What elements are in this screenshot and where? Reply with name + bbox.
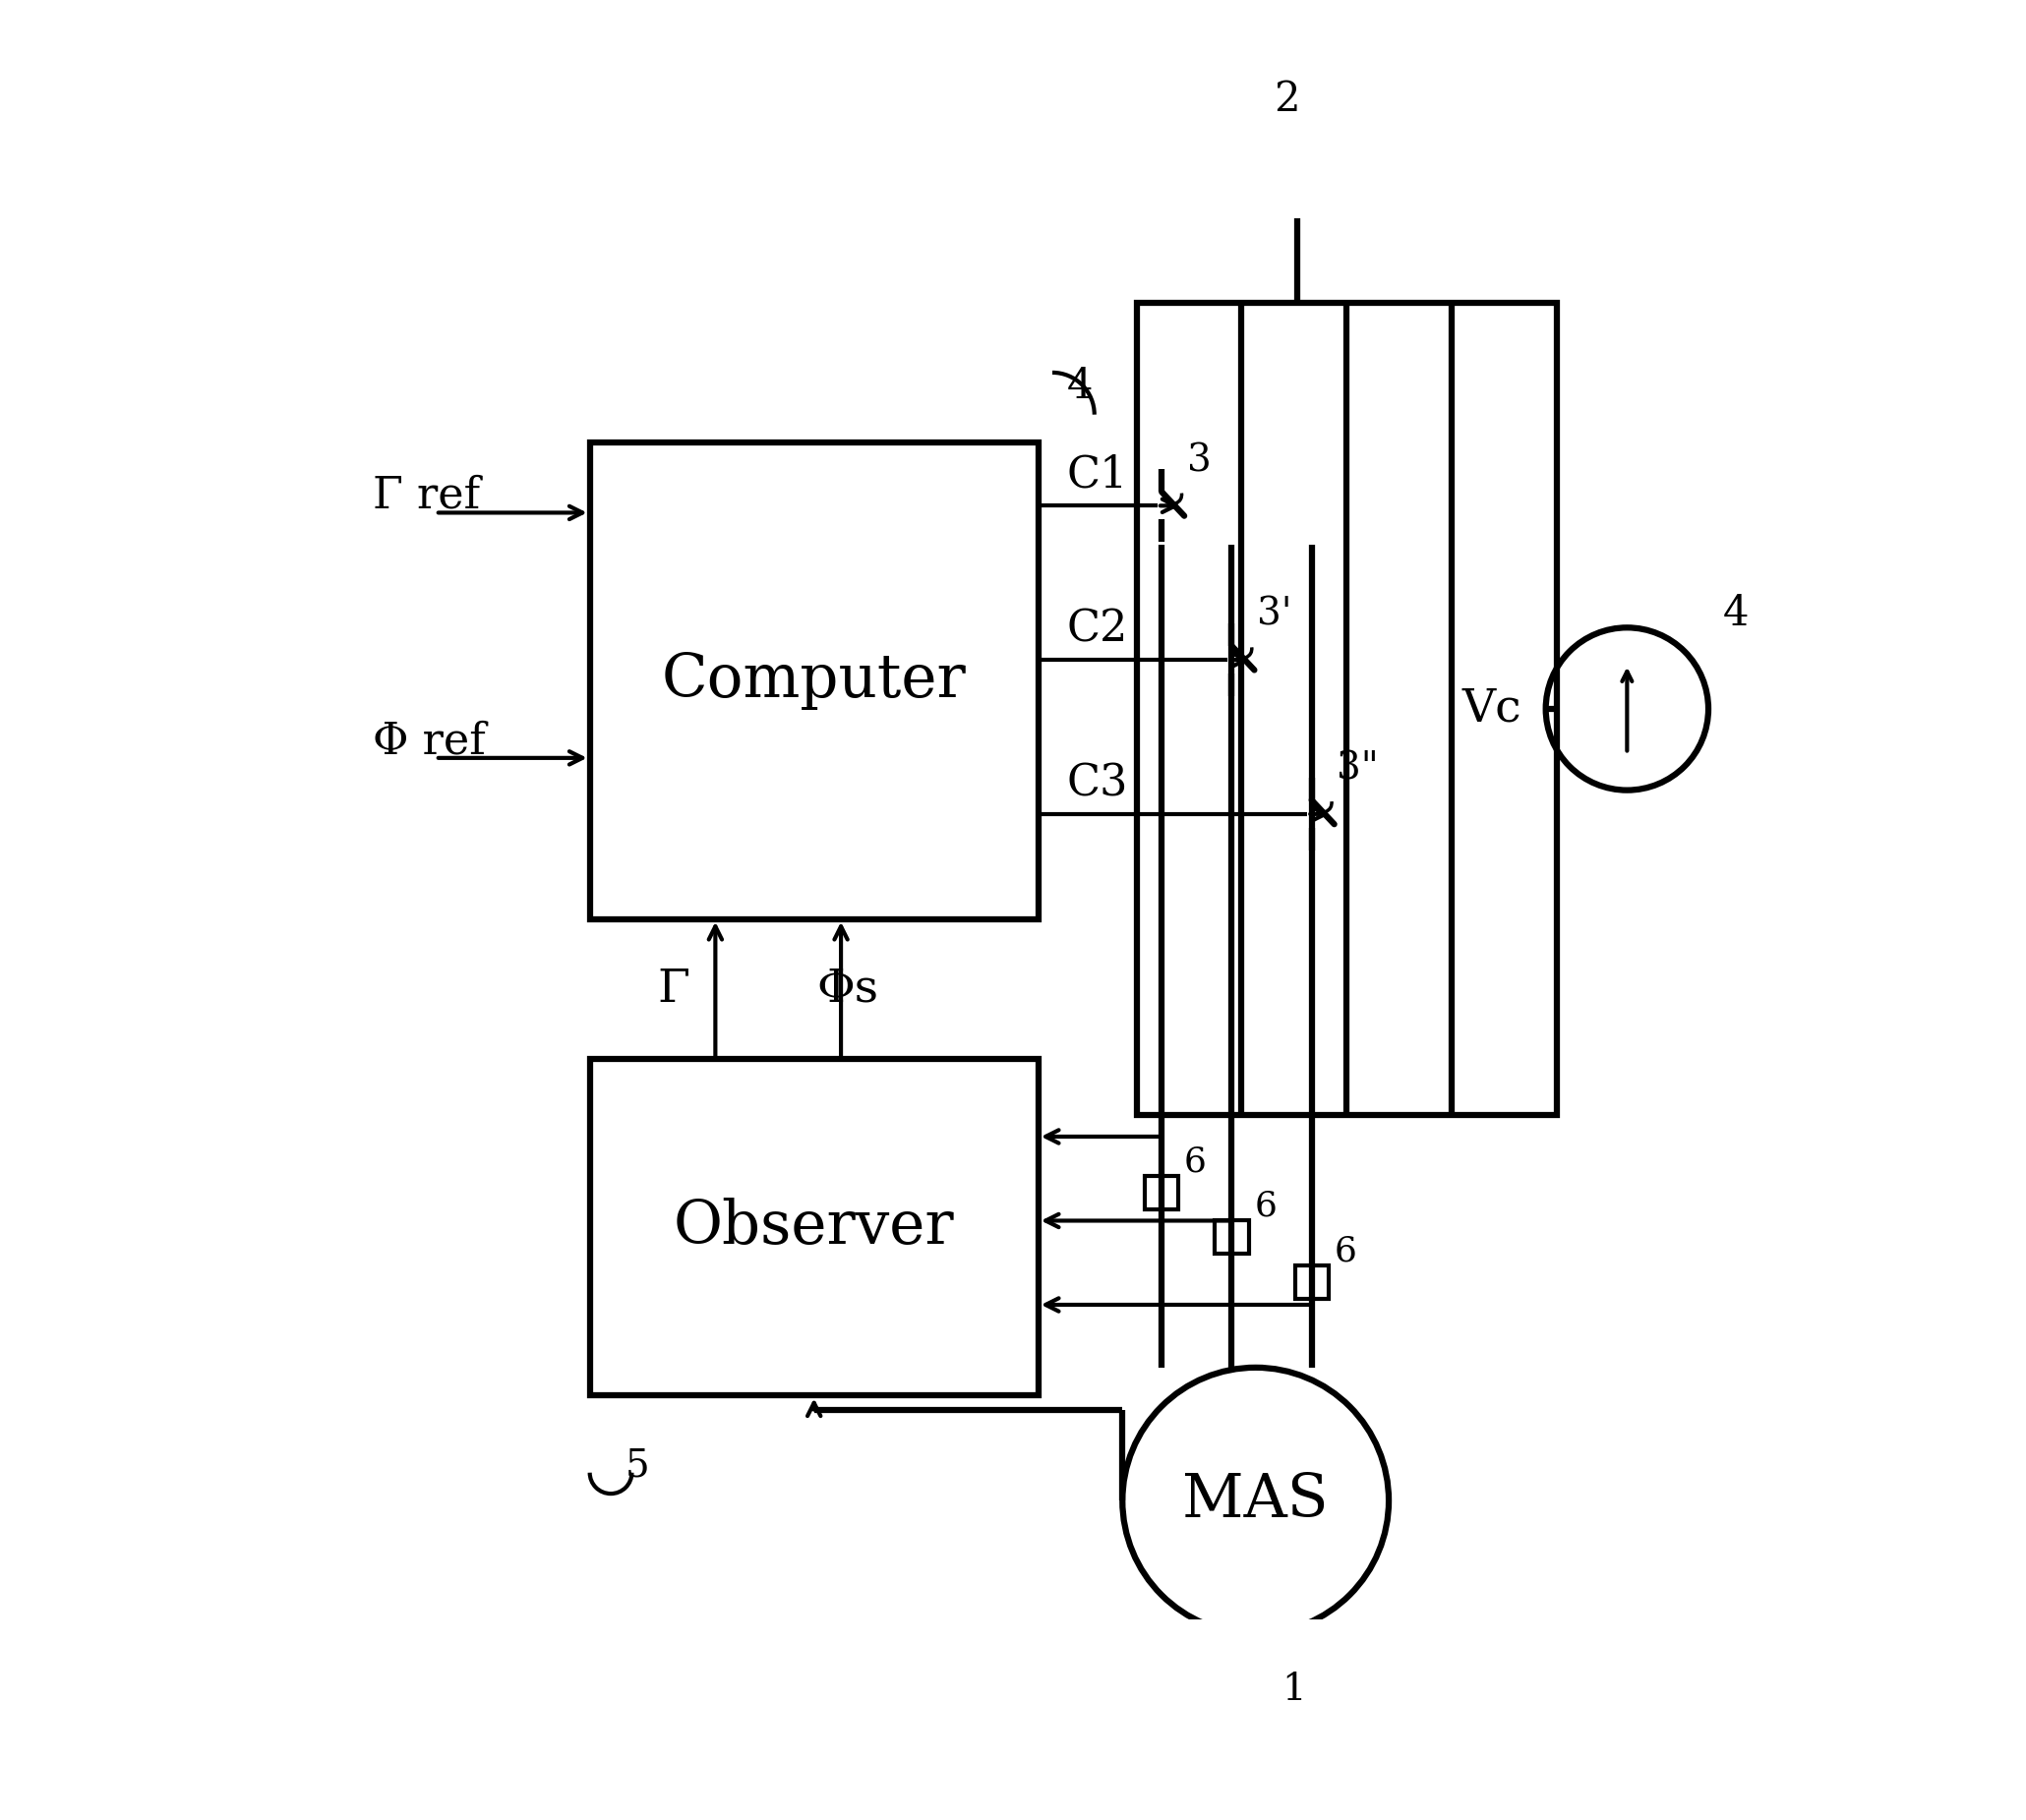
Bar <box>1295 1265 1329 1299</box>
Text: Γ: Γ <box>656 966 689 1012</box>
Text: Observer: Observer <box>673 1198 954 1258</box>
Bar <box>1216 1221 1248 1254</box>
Text: 3: 3 <box>1187 442 1212 479</box>
Text: C3: C3 <box>1066 763 1128 804</box>
Bar <box>590 1059 1037 1396</box>
Text: 2: 2 <box>1274 78 1299 120</box>
Text: MAS: MAS <box>1183 1471 1329 1531</box>
Text: 3': 3' <box>1256 597 1293 633</box>
Text: Vc: Vc <box>1461 686 1522 732</box>
Text: 1: 1 <box>1282 1673 1307 1707</box>
Bar <box>1145 1176 1179 1208</box>
Text: 5: 5 <box>624 1447 648 1483</box>
Bar <box>1137 302 1556 1116</box>
Bar <box>590 442 1037 919</box>
Text: Computer: Computer <box>663 652 966 710</box>
Text: 6: 6 <box>1254 1190 1276 1223</box>
Text: 6: 6 <box>1183 1145 1207 1178</box>
Text: Φ ref: Φ ref <box>373 721 486 763</box>
Text: 3": 3" <box>1337 752 1380 788</box>
Text: C2: C2 <box>1066 608 1128 650</box>
Text: C1: C1 <box>1066 453 1128 497</box>
Text: 4: 4 <box>1066 366 1092 408</box>
Text: 4: 4 <box>1722 593 1748 633</box>
Text: 6: 6 <box>1333 1234 1357 1269</box>
Text: Γ ref: Γ ref <box>373 475 480 517</box>
Text: Φs: Φs <box>816 966 879 1012</box>
